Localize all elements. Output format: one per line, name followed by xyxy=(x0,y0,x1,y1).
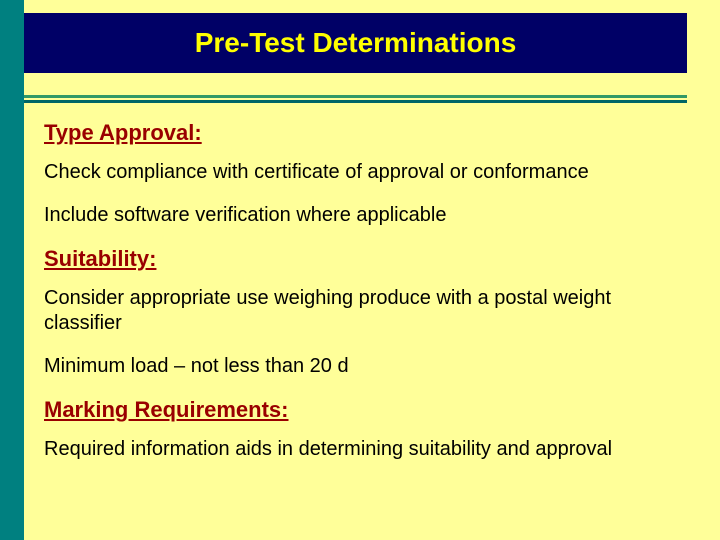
body-text: Include software verification where appl… xyxy=(44,203,684,228)
slide-title: Pre-Test Determinations xyxy=(195,27,517,59)
body-text: Consider appropriate use weighing produc… xyxy=(44,286,684,336)
title-underline-top xyxy=(24,95,687,98)
content-area: Type Approval: Check compliance with cer… xyxy=(44,120,684,480)
body-text: Check compliance with certificate of app… xyxy=(44,160,684,185)
section-heading: Suitability: xyxy=(44,246,684,272)
body-text: Required information aids in determining… xyxy=(44,437,684,462)
body-text: Minimum load – not less than 20 d xyxy=(44,354,684,379)
slide: Pre-Test Determinations Type Approval: C… xyxy=(0,0,720,540)
left-accent-bar xyxy=(0,0,24,540)
section-heading: Marking Requirements: xyxy=(44,397,684,423)
title-underline-bottom xyxy=(24,100,687,103)
title-band: Pre-Test Determinations xyxy=(24,13,687,73)
section-heading: Type Approval: xyxy=(44,120,684,146)
